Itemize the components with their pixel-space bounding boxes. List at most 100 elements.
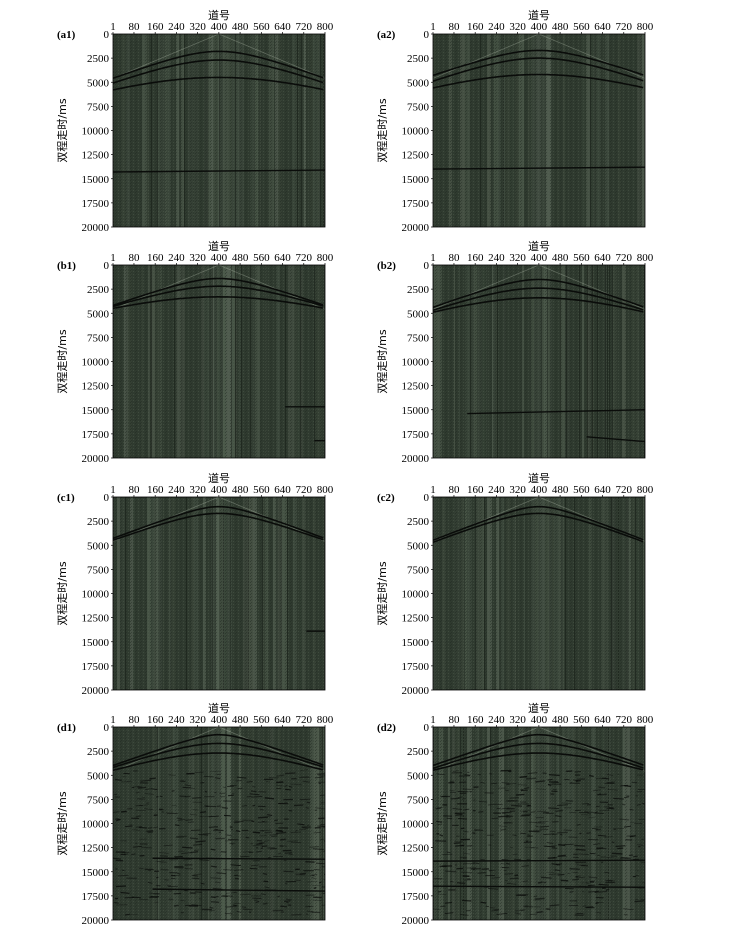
diffraction-mark — [184, 904, 190, 907]
diffraction-mark — [555, 814, 562, 818]
panel-d1: (d1) 道号 1 80 160 240 320 400 480 560 640 720 800 0 250… — [56, 701, 334, 926]
direct-wave-line — [218, 727, 325, 772]
diffraction-mark — [594, 811, 598, 814]
y-tick-label: 5000 — [407, 770, 430, 782]
diffraction-mark — [607, 879, 615, 882]
diffraction-mark — [537, 821, 542, 824]
diffraction-mark — [135, 842, 138, 844]
x-tick-label: 240 — [168, 484, 185, 496]
diffraction-mark — [305, 913, 309, 916]
diffraction-mark — [457, 796, 463, 798]
y-tick-label: 10000 — [82, 357, 110, 369]
x-tick-label: 480 — [232, 714, 249, 726]
diffraction-mark — [610, 855, 618, 857]
diffraction-mark — [548, 807, 560, 810]
diffraction-mark — [637, 844, 644, 846]
diffraction-mark — [623, 908, 634, 910]
diffraction-mark — [287, 840, 299, 843]
diffraction-mark — [546, 842, 554, 844]
diffraction-mark — [539, 825, 550, 828]
diffraction-mark — [501, 782, 509, 784]
diffraction-mark — [572, 871, 578, 874]
x-tick-label: 560 — [253, 714, 270, 726]
diffraction-mark — [149, 892, 160, 895]
x-tick-label: 160 — [467, 714, 484, 726]
y-tick-label: 0 — [104, 29, 110, 41]
diffraction-mark — [606, 781, 615, 784]
diffraction-mark — [515, 793, 525, 796]
x-tick-label: 320 — [509, 252, 526, 264]
diffraction-mark — [259, 829, 264, 832]
diffraction-mark — [444, 912, 454, 914]
diffraction-mark — [242, 805, 247, 807]
diffraction-mark — [462, 852, 471, 855]
diffraction-mark — [256, 850, 262, 853]
panel-label: (d2) — [377, 722, 396, 734]
x-tick-label: 80 — [128, 714, 140, 726]
diffraction-mark — [563, 843, 574, 846]
diffraction-mark — [615, 845, 626, 847]
x-tick-label: 1 — [430, 714, 436, 726]
diffraction-mark — [258, 816, 269, 819]
diffraction-mark — [236, 776, 247, 779]
diffraction-mark — [210, 877, 222, 880]
direct-wave-line — [113, 727, 220, 772]
diffraction-mark — [212, 887, 223, 890]
diffraction-mark — [454, 812, 463, 815]
diffraction-mark — [132, 829, 141, 831]
diffraction-mark — [266, 780, 271, 783]
plot-area — [113, 727, 325, 920]
reflection-hyperbola — [113, 742, 324, 769]
diffraction-mark — [309, 846, 319, 848]
diffraction-mark — [463, 788, 474, 790]
diffraction-mark — [509, 797, 519, 799]
x-tick-label: 720 — [616, 484, 633, 496]
diffraction-mark — [214, 881, 221, 884]
diffraction-mark — [138, 786, 147, 789]
diffraction-mark — [302, 827, 308, 829]
diffraction-mark — [506, 783, 517, 785]
diffraction-mark — [252, 831, 261, 834]
diffraction-mark — [461, 797, 466, 800]
diffraction-mark — [560, 879, 569, 882]
diffraction-mark — [500, 863, 506, 865]
diffraction-mark — [138, 804, 150, 807]
y-tick-label: 2500 — [407, 746, 430, 758]
panel-label: (a2) — [377, 29, 396, 41]
reflection-hyperbola — [113, 50, 324, 80]
diffraction-mark — [456, 881, 466, 885]
diffraction-mark — [462, 788, 471, 791]
diffraction-mark — [149, 777, 156, 780]
diffraction-mark — [572, 878, 579, 881]
diffraction-mark — [114, 902, 119, 904]
y-tick-label: 0 — [104, 722, 110, 734]
x-axis-title: 道号 — [208, 701, 230, 715]
diffraction-mark — [635, 874, 640, 877]
x-axis-title: 道号 — [528, 471, 550, 485]
diffraction-mark — [144, 808, 153, 810]
x-axis-title: 道号 — [208, 471, 230, 485]
diffraction-mark — [190, 829, 201, 831]
diffraction-mark — [284, 845, 287, 847]
diffraction-mark — [596, 911, 602, 914]
diffraction-mark — [171, 804, 177, 807]
diffraction-mark — [584, 811, 595, 814]
y-tick-label: 2500 — [87, 516, 110, 528]
diffraction-mark — [159, 861, 167, 864]
diffraction-mark — [285, 772, 296, 775]
diffraction-mark — [195, 891, 202, 894]
y-tick-label: 15000 — [402, 637, 430, 649]
diffraction-mark — [164, 879, 169, 881]
diffraction-mark — [474, 829, 484, 831]
diffraction-mark — [555, 809, 563, 813]
diffraction-mark — [440, 905, 446, 908]
diffraction-mark — [488, 869, 496, 872]
diffraction-mark — [604, 871, 610, 874]
y-tick-label: 0 — [104, 260, 110, 272]
y-tick-label: 5000 — [407, 308, 430, 320]
x-tick-label: 240 — [488, 252, 505, 264]
diffraction-mark — [586, 906, 594, 908]
x-tick-label: 1 — [430, 252, 436, 264]
x-tick-label: 160 — [147, 714, 164, 726]
x-tick-label: 400 — [211, 252, 228, 264]
